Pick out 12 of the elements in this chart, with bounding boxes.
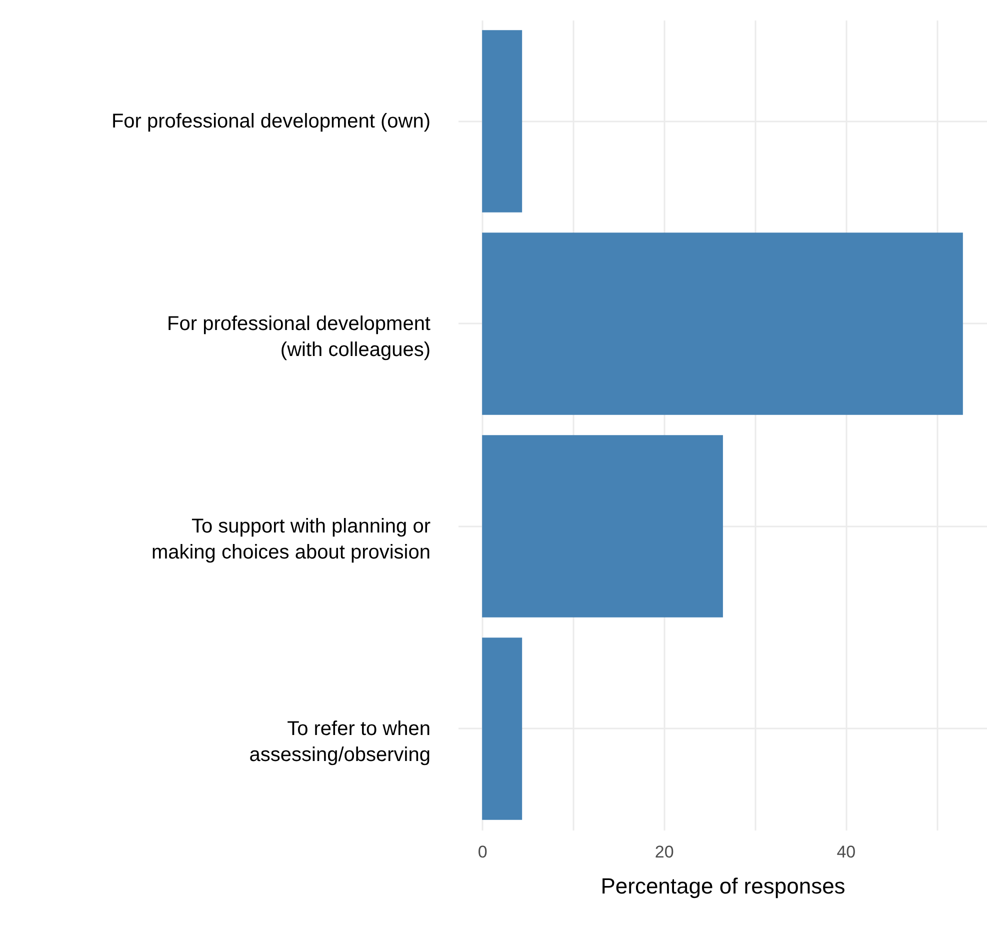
bar bbox=[482, 435, 723, 618]
y-tick-label: To support with planning or making choices about provision bbox=[151, 515, 431, 564]
bar bbox=[482, 232, 963, 415]
y-tick-label: For professional development (with colleagues) bbox=[167, 312, 431, 361]
x-tick-label: 40 bbox=[836, 842, 856, 862]
bar bbox=[482, 30, 522, 212]
x-axis-title: Percentage of responses bbox=[600, 874, 846, 898]
y-tick-label: For professional development (own) bbox=[111, 110, 430, 132]
x-tick-label: 0 bbox=[478, 842, 488, 862]
x-tick-label: 20 bbox=[654, 842, 674, 862]
y-tick-label: To refer to when assessing/observing bbox=[249, 718, 430, 766]
bar bbox=[482, 638, 522, 820]
